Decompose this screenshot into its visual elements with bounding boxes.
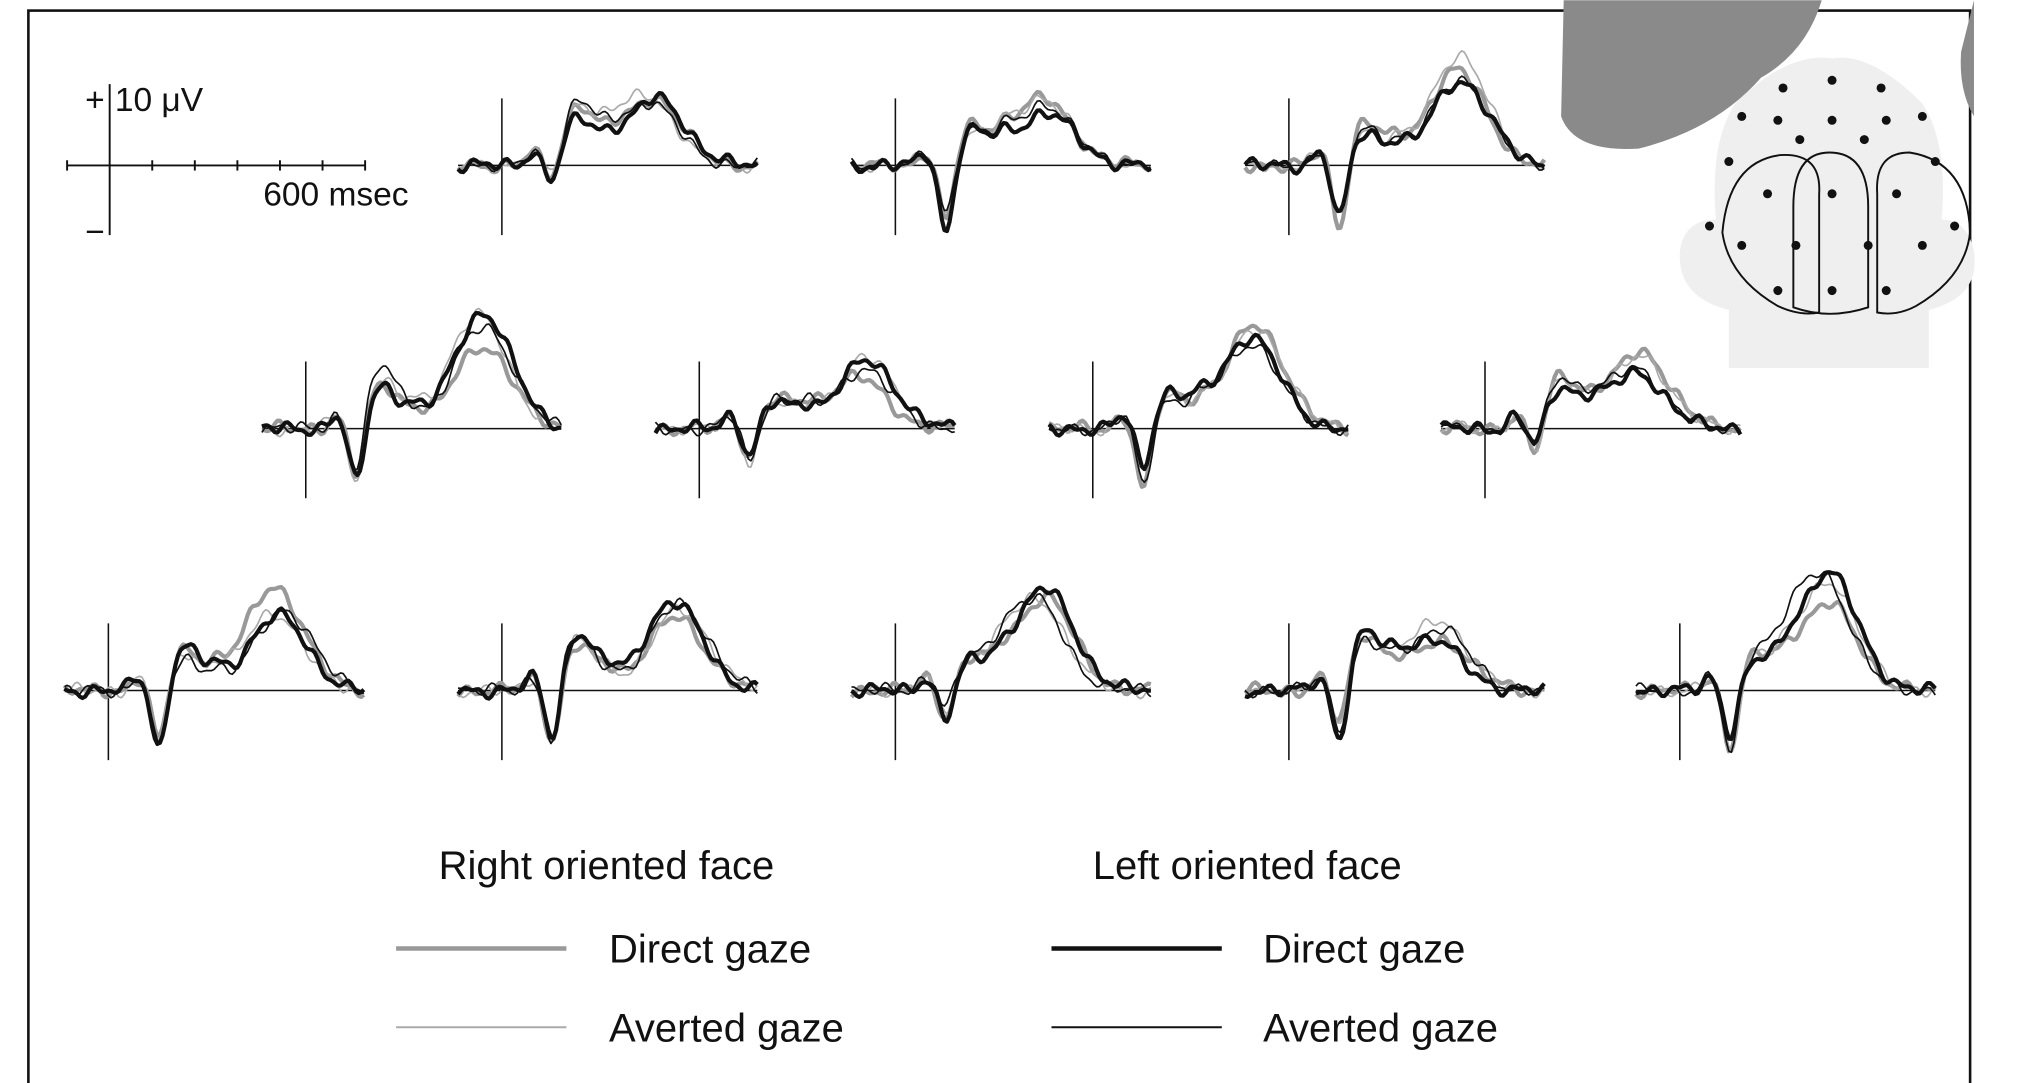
erp-waveform — [851, 592, 1152, 716]
electrode — [1827, 115, 1837, 125]
erp-panel — [1243, 50, 1547, 236]
electrode — [1737, 111, 1747, 121]
erp-panel — [850, 585, 1152, 761]
electrode — [1827, 189, 1837, 199]
erp-panel — [261, 307, 563, 499]
erp-waveform — [457, 603, 759, 743]
scale-minus: − — [85, 214, 105, 251]
erp-waveform — [261, 310, 562, 478]
erp-panel — [1439, 346, 1743, 499]
erp-waveform — [1048, 343, 1349, 484]
erp-waveform — [851, 592, 1152, 707]
electrode — [1917, 111, 1927, 121]
electrode — [1704, 221, 1715, 231]
erp-panel — [62, 584, 366, 761]
legend-title: Right oriented face — [439, 844, 775, 888]
electrode — [1863, 240, 1873, 250]
erp-waveform — [457, 597, 758, 745]
erp-panel — [653, 352, 957, 499]
legend-label: Averted gaze — [1263, 1006, 1498, 1050]
erp-waveform — [850, 585, 1151, 724]
electrode — [1881, 115, 1891, 125]
electrode — [1827, 75, 1837, 85]
erp-waveform — [1439, 365, 1743, 445]
erp-waveform — [1635, 570, 1937, 741]
erp-waveform — [261, 323, 562, 471]
erp-waveform — [1244, 50, 1545, 212]
erp-waveform — [1047, 332, 1349, 472]
scale-plus: + — [85, 82, 105, 119]
erp-waveform — [1244, 75, 1545, 213]
erp-waveform — [1440, 364, 1742, 447]
electrode — [1778, 83, 1788, 93]
electrode — [1892, 189, 1902, 199]
head-diagram — [1679, 57, 1975, 368]
erp-panel — [1634, 570, 1937, 761]
erp-waveform — [456, 90, 759, 185]
erp-waveform — [653, 368, 956, 459]
erp-waveform — [1243, 80, 1546, 214]
erp-waveform — [64, 609, 365, 745]
erp-waveform — [457, 98, 758, 181]
electrode — [1950, 221, 1960, 231]
electrode — [1763, 189, 1773, 199]
erp-waveform — [1244, 625, 1545, 734]
electrode — [1881, 286, 1891, 296]
face-image — [1561, 0, 1822, 150]
electrode — [1773, 286, 1783, 296]
erp-waveform — [850, 589, 1152, 721]
frame — [27, 9, 1972, 1083]
scale-time: 600 msec — [263, 176, 408, 213]
scale-amplitude: 10 μV — [115, 82, 204, 119]
erp-panel — [456, 597, 759, 761]
erp-panel — [849, 89, 1152, 236]
legend-label: Averted gaze — [609, 1006, 844, 1050]
legend-label: Direct gaze — [1263, 928, 1465, 972]
electrode — [1737, 240, 1747, 250]
erp-panel — [1243, 617, 1546, 761]
electrode — [1917, 240, 1927, 250]
erp-waveform — [64, 608, 364, 742]
electrode — [1791, 240, 1801, 250]
face-image — [1960, 0, 1974, 117]
erp-waveform — [1635, 582, 1936, 753]
erp-waveform — [1243, 633, 1545, 723]
erp-waveform — [63, 606, 366, 746]
electrode — [1827, 286, 1837, 296]
erp-panel — [456, 88, 759, 236]
electrode — [1859, 135, 1869, 145]
erp-waveform — [654, 367, 955, 462]
erp-waveform — [456, 600, 759, 741]
electrode — [1876, 83, 1886, 93]
erp-waveform — [1048, 323, 1350, 489]
electrode — [1930, 157, 1940, 167]
erp-panel — [1047, 323, 1350, 499]
erp-waveform — [1048, 329, 1349, 470]
erp-waveform — [1243, 65, 1547, 231]
erp-waveform — [456, 615, 759, 744]
legend-title: Left oriented face — [1093, 844, 1402, 888]
erp-waveform — [1244, 617, 1545, 724]
electrode — [1773, 115, 1783, 125]
erp-waveform — [261, 347, 563, 480]
erp-waveform — [1635, 570, 1936, 754]
erp-waveform — [1440, 355, 1741, 453]
erp-waveform — [849, 108, 1152, 234]
legend-label: Direct gaze — [609, 928, 811, 972]
electrode — [1724, 157, 1734, 167]
electrode — [1795, 135, 1805, 145]
erp-waveform — [261, 307, 562, 483]
erp-waveform — [850, 99, 1152, 212]
erp-waveform — [1634, 599, 1937, 754]
